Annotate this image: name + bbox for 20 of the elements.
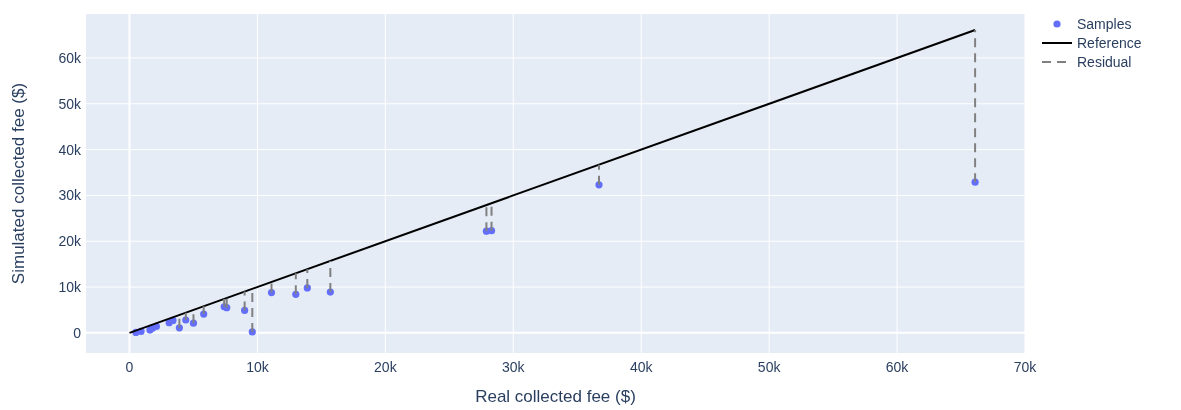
- x-tick-label: 70k: [1013, 359, 1038, 375]
- x-tick-label: 30k: [501, 359, 526, 375]
- legend-label: Samples: [1077, 16, 1132, 32]
- x-tick-label: 0: [125, 359, 134, 375]
- x-tick-label: 20k: [374, 359, 398, 375]
- y-tick-label: 40k: [58, 141, 82, 158]
- y-tick-label: 10k: [58, 279, 82, 296]
- x-tick-label: 60k: [885, 359, 910, 375]
- legend-label: Reference: [1077, 35, 1142, 51]
- y-tick-label: 50k: [58, 95, 82, 112]
- x-axis-title: Real collected fee ($): [475, 387, 636, 406]
- y-axis-title: Simulated collected fee ($): [9, 82, 28, 285]
- x-tick-label: 10k: [246, 359, 270, 375]
- y-tick-label: 0: [73, 324, 82, 341]
- x-tick-label: 40k: [629, 359, 654, 375]
- y-tick-label: 60k: [58, 49, 82, 66]
- y-tick-label: 20k: [58, 233, 82, 250]
- x-tick-label: 50k: [757, 359, 782, 375]
- y-tick-label: 30k: [58, 187, 82, 204]
- legend-label: Residual: [1077, 54, 1132, 70]
